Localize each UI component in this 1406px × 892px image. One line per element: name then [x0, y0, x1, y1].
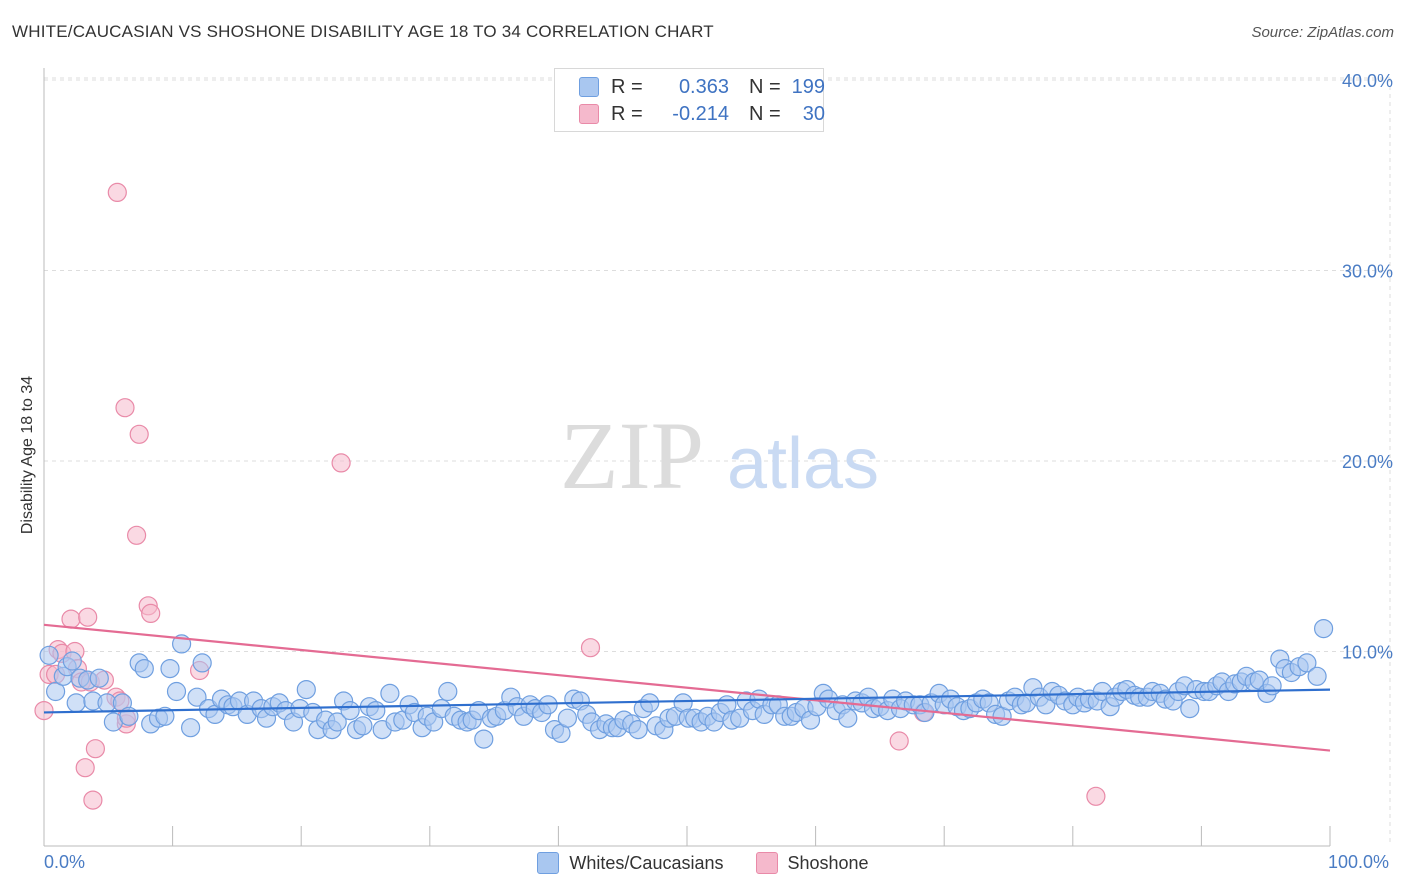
shoshone-point	[127, 525, 147, 545]
r-label: R =	[611, 102, 643, 125]
whites-point	[89, 668, 109, 688]
whites-point	[538, 695, 558, 715]
stats-row-shoshone: R = -0.214 N = 30	[579, 102, 825, 126]
whites-point	[380, 683, 400, 704]
whites-point	[66, 693, 86, 713]
whites-trend-line	[43, 688, 1331, 714]
whites-point	[327, 712, 347, 732]
whites-point	[181, 718, 201, 738]
y-tick-label: 10.0%	[1342, 643, 1393, 663]
legend-label-whites: Whites/Caucasians	[569, 852, 724, 873]
legend-label-shoshone: Shoshone	[787, 852, 869, 873]
chart-title: WHITE/CAUCASIAN VS SHOSHONE DISABILITY A…	[12, 22, 714, 41]
series-legend: Whites/Caucasians Shoshone	[0, 852, 1406, 874]
shoshone-point	[115, 398, 135, 418]
x-tick-label-min: 0.0%	[44, 852, 86, 872]
whites-point	[134, 658, 154, 679]
trend-lines	[43, 623, 1331, 752]
legend-swatch-shoshone	[755, 852, 778, 874]
whites-swatch	[579, 77, 599, 97]
whites-point	[1262, 676, 1282, 696]
legend-swatch-whites	[537, 852, 560, 874]
whites-point	[192, 653, 212, 673]
grid-lines	[44, 77, 1391, 846]
shoshone-point	[889, 731, 909, 751]
n-label: N =	[749, 102, 781, 125]
shoshone-point	[107, 182, 127, 202]
whites-point	[838, 708, 858, 728]
whites-point	[353, 716, 373, 736]
whites-point	[628, 719, 648, 740]
shoshone-trend-line	[43, 623, 1331, 752]
whites-point	[296, 679, 316, 700]
whites-point	[557, 708, 578, 728]
n-label: N =	[749, 75, 781, 98]
y-tick-label: 40.0%	[1342, 71, 1393, 91]
whites-point	[39, 645, 59, 665]
whites-point	[438, 681, 458, 702]
shoshone-point	[141, 603, 161, 624]
n-value: 199	[791, 75, 825, 98]
whites-point	[474, 729, 494, 749]
watermark-atlas: atlas	[727, 424, 879, 504]
whites-point	[166, 681, 187, 702]
y-axis-label: Disability Age 18 to 34	[19, 375, 36, 535]
y-tick-label: 30.0%	[1342, 262, 1393, 282]
shoshone-swatch	[579, 104, 599, 124]
watermark: ZIP atlas	[560, 402, 879, 509]
whites-point	[366, 700, 386, 721]
whites-point	[1297, 653, 1317, 673]
n-value: 30	[802, 102, 825, 125]
r-value: 0.363	[678, 75, 729, 98]
stats-legend: R = 0.363 N = 199 R = -0.214 N = 30	[554, 68, 825, 132]
shoshone-point	[331, 453, 351, 473]
r-value: -0.214	[672, 102, 729, 125]
shoshone-point	[61, 609, 81, 629]
x-tick-label-max: 100.0%	[1328, 852, 1390, 872]
y-tick-labels: 10.0% 20.0% 30.0% 40.0%	[1342, 71, 1393, 663]
source-label: Source: ZipAtlas.com	[1251, 24, 1394, 41]
shoshone-point	[34, 700, 54, 721]
y-tick-label: 20.0%	[1342, 452, 1393, 472]
shoshone-point	[1086, 786, 1106, 806]
legend-item-whites[interactable]: Whites/Caucasians	[537, 852, 724, 874]
series-whites-points	[39, 618, 1334, 749]
whites-point	[45, 681, 66, 702]
whites-point	[1307, 666, 1327, 686]
whites-point	[340, 700, 360, 721]
stats-row-whites: R = 0.363 N = 199	[579, 75, 825, 99]
watermark-zip: ZIP	[560, 402, 704, 509]
shoshone-point	[129, 424, 149, 444]
shoshone-point	[85, 739, 106, 759]
shoshone-point	[75, 758, 95, 778]
whites-point	[160, 658, 180, 679]
whites-point	[62, 651, 82, 671]
r-label: R =	[611, 75, 643, 98]
legend-item-shoshone[interactable]: Shoshone	[755, 852, 869, 874]
whites-point	[155, 706, 175, 726]
shoshone-point	[78, 607, 98, 627]
whites-point	[1313, 618, 1334, 639]
shoshone-point	[580, 638, 601, 658]
shoshone-point	[83, 790, 103, 810]
whites-point	[1180, 698, 1200, 719]
whites-point	[187, 687, 207, 707]
